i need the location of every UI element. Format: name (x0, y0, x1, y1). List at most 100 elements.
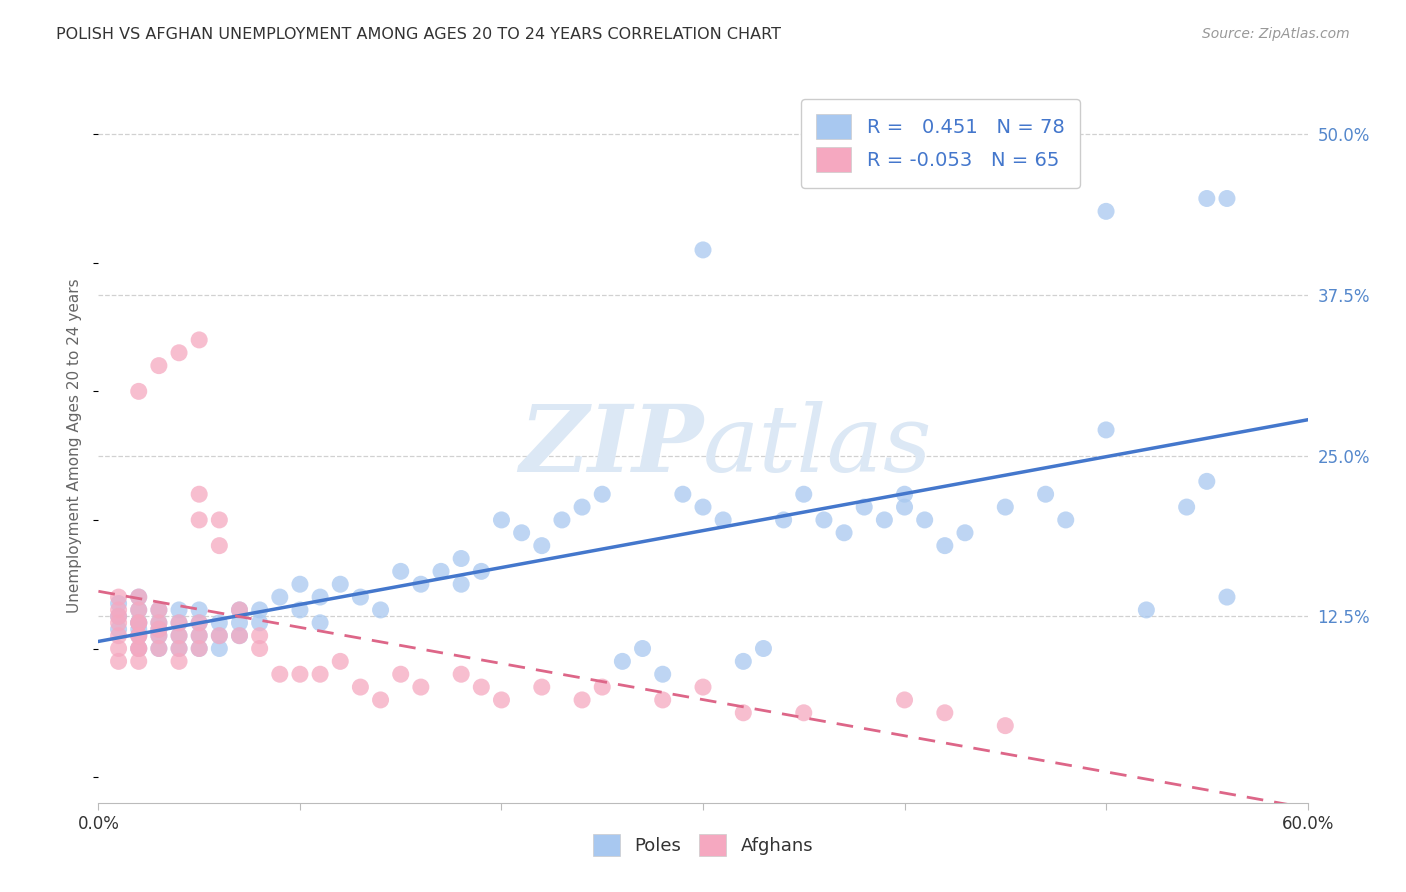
Point (1195, 475, 1218, 489)
Point (692, 680, 714, 694)
Point (711, 513, 734, 527)
Point (510, 525, 533, 540)
Point (228, 629, 250, 643)
Point (631, 641, 654, 656)
Point (1054, 513, 1077, 527)
Point (409, 680, 432, 694)
Point (148, 622, 170, 636)
Point (249, 641, 271, 656)
Point (893, 487, 915, 501)
Point (349, 590, 371, 604)
Point (813, 513, 835, 527)
Point (329, 654, 352, 668)
Point (228, 615, 250, 630)
Point (167, 641, 190, 656)
Point (208, 615, 231, 630)
Point (491, 693, 513, 707)
Point (208, 629, 231, 643)
Point (167, 345, 190, 359)
Point (228, 603, 250, 617)
Point (148, 622, 170, 636)
Point (530, 539, 553, 553)
Point (167, 629, 190, 643)
Point (128, 615, 150, 630)
Point (873, 513, 896, 527)
Point (309, 615, 332, 630)
Text: Source: ZipAtlas.com: Source: ZipAtlas.com (1202, 27, 1350, 41)
Point (249, 629, 271, 643)
Point (167, 629, 190, 643)
Point (128, 603, 150, 617)
Point (128, 384, 150, 399)
Point (148, 615, 170, 630)
Point (591, 487, 613, 501)
Point (208, 629, 231, 643)
Point (107, 597, 129, 611)
Point (188, 513, 211, 527)
Point (450, 551, 472, 566)
Point (1175, 500, 1198, 514)
Point (128, 641, 150, 656)
Point (208, 513, 231, 527)
Point (128, 615, 150, 630)
Point (450, 667, 472, 681)
Point (994, 719, 1017, 733)
Point (288, 577, 311, 591)
Point (128, 641, 150, 656)
Point (389, 565, 412, 579)
Point (994, 500, 1017, 514)
Point (148, 629, 170, 643)
Point (188, 641, 211, 656)
Point (470, 680, 492, 694)
Point (107, 654, 129, 668)
Point (107, 609, 129, 624)
Point (128, 590, 150, 604)
Point (148, 603, 170, 617)
Point (651, 667, 673, 681)
Point (1195, 192, 1218, 206)
Point (208, 539, 231, 553)
Point (612, 654, 634, 668)
Point (188, 615, 211, 630)
Point (733, 654, 755, 668)
Point (530, 680, 553, 694)
Point (370, 693, 392, 707)
Point (914, 513, 936, 527)
Point (188, 615, 211, 630)
Point (148, 359, 170, 373)
Point (1095, 423, 1118, 437)
Point (128, 603, 150, 617)
Point (107, 609, 129, 624)
Point (128, 641, 150, 656)
Point (188, 629, 211, 643)
Point (571, 693, 593, 707)
Point (228, 603, 250, 617)
Point (128, 629, 150, 643)
Point (692, 243, 714, 257)
Point (692, 500, 714, 514)
Point (107, 629, 129, 643)
Point (934, 706, 956, 720)
Y-axis label: Unemployment Among Ages 20 to 24 years: Unemployment Among Ages 20 to 24 years (67, 278, 83, 614)
Point (733, 706, 755, 720)
Point (409, 577, 432, 591)
Point (793, 487, 815, 501)
Point (188, 629, 211, 643)
Point (1095, 204, 1118, 219)
Point (128, 629, 150, 643)
Point (591, 680, 613, 694)
Point (309, 590, 332, 604)
Point (208, 641, 231, 656)
Point (128, 590, 150, 604)
Point (1216, 590, 1239, 604)
Point (107, 603, 129, 617)
Point (128, 615, 150, 630)
Point (1216, 192, 1239, 206)
Point (470, 565, 492, 579)
Point (128, 629, 150, 643)
Point (571, 500, 593, 514)
Legend: Poles, Afghans: Poles, Afghans (583, 825, 823, 865)
Point (269, 667, 291, 681)
Point (450, 577, 472, 591)
Point (107, 590, 129, 604)
